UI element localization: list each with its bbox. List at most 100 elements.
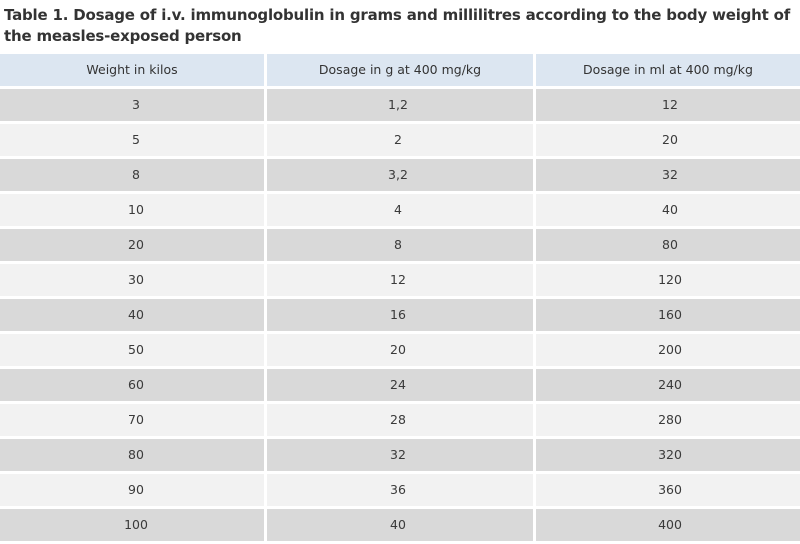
- dosage-ml-cell: 80: [536, 229, 800, 261]
- weight-value: 30: [128, 272, 144, 287]
- dosage-g-cell: 3,2: [267, 159, 533, 191]
- dosage-table: Weight in kilos Dosage in g at 400 mg/kg…: [0, 54, 800, 544]
- table-row: 3 1,2 12: [0, 89, 800, 121]
- dosage-ml-cell: 400: [536, 509, 800, 541]
- dosage-g-cell: 28: [267, 404, 533, 436]
- header-weight: Weight in kilos: [0, 54, 264, 86]
- dosage-g-cell: 32: [267, 439, 533, 471]
- table-row: 8 3,2 32: [0, 159, 800, 191]
- weight-value: 20: [128, 237, 144, 252]
- weight-value: 70: [128, 412, 144, 427]
- dosage-g-value: 40: [390, 517, 406, 532]
- table-row: 40 16 160: [0, 299, 800, 331]
- dosage-ml-cell: 20: [536, 124, 800, 156]
- dosage-g-value: 4: [394, 202, 402, 217]
- dosage-ml-cell: 280: [536, 404, 800, 436]
- weight-value: 5: [132, 132, 140, 147]
- weight-cell: 40: [0, 299, 264, 331]
- dosage-g-value: 12: [390, 272, 406, 287]
- weight-cell: 20: [0, 229, 264, 261]
- dosage-ml-cell: 120: [536, 264, 800, 296]
- weight-cell: 90: [0, 474, 264, 506]
- table-row: 100 40 400: [0, 509, 800, 541]
- table-row: 50 20 200: [0, 334, 800, 366]
- dosage-g-cell: 40: [267, 509, 533, 541]
- table-row: 5 2 20: [0, 124, 800, 156]
- dosage-g-cell: 36: [267, 474, 533, 506]
- table-row: 60 24 240: [0, 369, 800, 401]
- dosage-ml-value: 280: [658, 412, 682, 427]
- table-title: Table 1. Dosage of i.v. immunoglobulin i…: [4, 6, 791, 45]
- table-row: 70 28 280: [0, 404, 800, 436]
- dosage-ml-value: 200: [658, 342, 682, 357]
- table-body: 3 1,2 12 5 2 20 8 3,2 32 10 4 40 20 8 80 30 12 120 40 16 160…: [0, 89, 800, 541]
- weight-cell: 50: [0, 334, 264, 366]
- dosage-g-cell: 1,2: [267, 89, 533, 121]
- table-row: 90 36 360: [0, 474, 800, 506]
- header-weight-label: Weight in kilos: [86, 62, 178, 77]
- header-dosage-ml-label: Dosage in ml at 400 mg/kg: [583, 62, 753, 77]
- dosage-ml-value: 20: [662, 132, 678, 147]
- dosage-ml-cell: 200: [536, 334, 800, 366]
- dosage-g-value: 20: [390, 342, 406, 357]
- dosage-g-cell: 16: [267, 299, 533, 331]
- weight-cell: 10: [0, 194, 264, 226]
- weight-cell: 8: [0, 159, 264, 191]
- weight-cell: 30: [0, 264, 264, 296]
- dosage-g-value: 36: [390, 482, 406, 497]
- weight-value: 50: [128, 342, 144, 357]
- dosage-g-value: 24: [390, 377, 406, 392]
- weight-cell: 100: [0, 509, 264, 541]
- weight-value: 3: [132, 97, 140, 112]
- table-row: 10 4 40: [0, 194, 800, 226]
- dosage-ml-cell: 320: [536, 439, 800, 471]
- dosage-ml-value: 360: [658, 482, 682, 497]
- dosage-ml-cell: 32: [536, 159, 800, 191]
- dosage-ml-value: 32: [662, 167, 678, 182]
- weight-value: 40: [128, 307, 144, 322]
- dosage-g-cell: 20: [267, 334, 533, 366]
- dosage-g-cell: 24: [267, 369, 533, 401]
- dosage-ml-cell: 240: [536, 369, 800, 401]
- weight-value: 8: [132, 167, 140, 182]
- dosage-ml-value: 400: [658, 517, 682, 532]
- dosage-g-value: 2: [394, 132, 402, 147]
- weight-value: 100: [124, 517, 148, 532]
- weight-value: 90: [128, 482, 144, 497]
- weight-value: 10: [128, 202, 144, 217]
- dosage-ml-value: 40: [662, 202, 678, 217]
- dosage-g-value: 1,2: [388, 97, 408, 112]
- dosage-g-value: 8: [394, 237, 402, 252]
- dosage-g-value: 3,2: [388, 167, 408, 182]
- dosage-g-cell: 12: [267, 264, 533, 296]
- dosage-ml-value: 12: [662, 97, 678, 112]
- dosage-g-value: 28: [390, 412, 406, 427]
- weight-value: 60: [128, 377, 144, 392]
- dosage-g-value: 16: [390, 307, 406, 322]
- dosage-ml-cell: 360: [536, 474, 800, 506]
- dosage-ml-value: 120: [658, 272, 682, 287]
- dosage-g-cell: 8: [267, 229, 533, 261]
- dosage-ml-value: 80: [662, 237, 678, 252]
- weight-cell: 60: [0, 369, 264, 401]
- weight-cell: 3: [0, 89, 264, 121]
- dosage-ml-value: 320: [658, 447, 682, 462]
- table-row: 30 12 120: [0, 264, 800, 296]
- header-dosage-ml: Dosage in ml at 400 mg/kg: [536, 54, 800, 86]
- table-header-row: Weight in kilos Dosage in g at 400 mg/kg…: [0, 54, 800, 86]
- weight-cell: 80: [0, 439, 264, 471]
- dosage-ml-value: 160: [658, 307, 682, 322]
- weight-value: 80: [128, 447, 144, 462]
- table-row: 20 8 80: [0, 229, 800, 261]
- header-dosage-g-label: Dosage in g at 400 mg/kg: [318, 62, 482, 77]
- dosage-ml-value: 240: [658, 377, 682, 392]
- weight-cell: 5: [0, 124, 264, 156]
- table-row: 80 32 320: [0, 439, 800, 471]
- dosage-ml-cell: 12: [536, 89, 800, 121]
- dosage-g-cell: 4: [267, 194, 533, 226]
- dosage-ml-cell: 160: [536, 299, 800, 331]
- dosage-g-cell: 2: [267, 124, 533, 156]
- header-dosage-g: Dosage in g at 400 mg/kg: [267, 54, 533, 86]
- dosage-g-value: 32: [390, 447, 406, 462]
- weight-cell: 70: [0, 404, 264, 436]
